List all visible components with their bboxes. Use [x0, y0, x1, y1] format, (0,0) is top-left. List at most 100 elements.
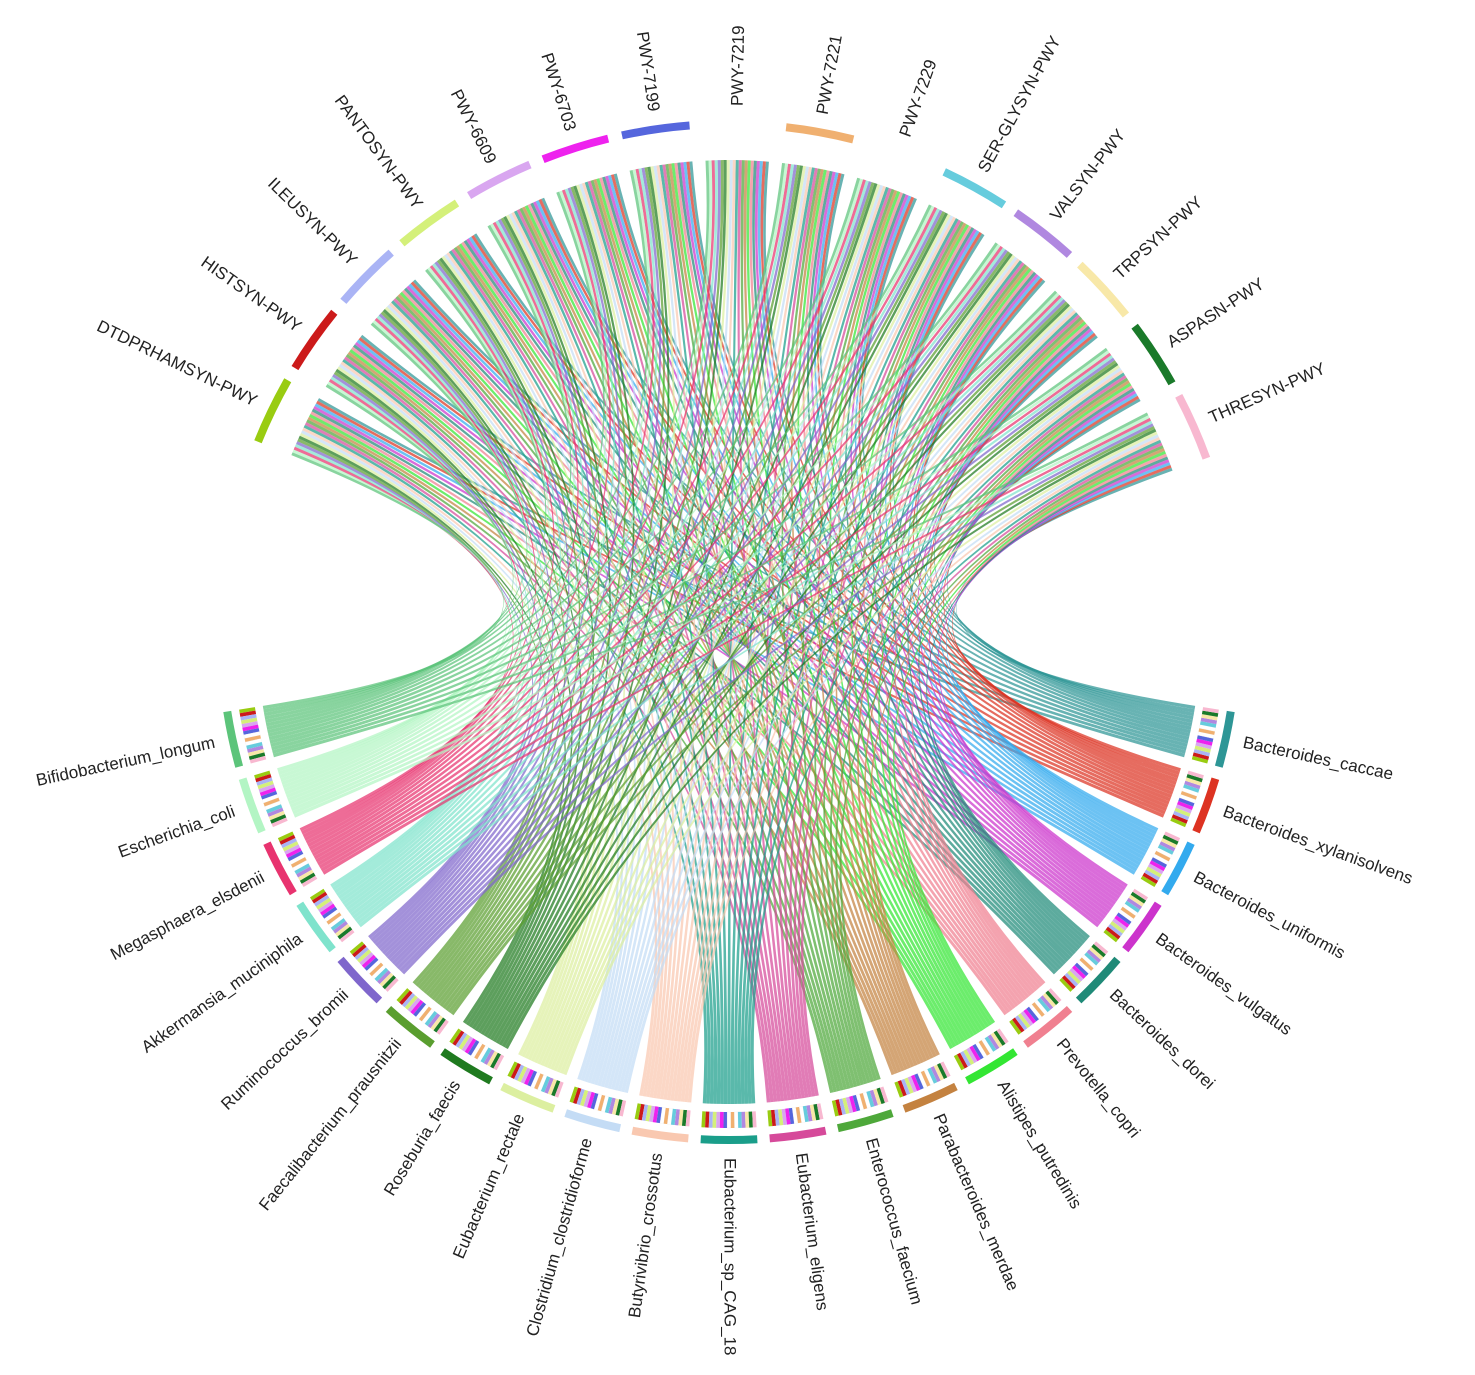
- sector-track-Prevotella_copri: [1026, 1006, 1040, 1022]
- sector-track-Faecalibacterium_prausnitzii: [407, 997, 421, 1013]
- sector-track-Bacteroides_caccae: [1191, 755, 1209, 764]
- label-Escherichia_coli: Escherichia_coli: [116, 802, 238, 862]
- label-PWY-6703: PWY-6703: [537, 51, 580, 134]
- sector-track-Enterococcus_faecium: [831, 1100, 839, 1117]
- sector-track-Alistipes_putredinis: [956, 1052, 968, 1069]
- label-THRESYN-PWY: THRESYN-PWY: [1206, 359, 1329, 427]
- sector-track-Butyrivibrio_crossotus: [674, 1109, 680, 1126]
- sector-track-Megasphaera_elsdenii: [299, 872, 316, 884]
- label-Bacteroides_vulgatus: Bacteroides_vulgatus: [1152, 929, 1295, 1039]
- chord-Bacteroides_vulgatus-THRESYN-PWY: [937, 459, 1170, 888]
- sector-track-Roseburia_faecis: [490, 1052, 502, 1069]
- sector-track-Bacteroides_caccae: [1201, 714, 1218, 721]
- label-Eubacterium_eligens: Eubacterium_eligens: [792, 1152, 832, 1312]
- chord-Faecalibacterium_prausnitzii-HISTSYN-PWY: [333, 371, 556, 987]
- sector-track-Eubacterium_rectale: [507, 1061, 518, 1078]
- sector-track-Eubacterium_sp_CAG_18: [730, 1111, 735, 1128]
- sector-track-Clostridium_clostridioforme: [593, 1093, 603, 1111]
- label-ASPASN-PWY: ASPASN-PWY: [1164, 274, 1268, 351]
- sector-track-Bacteroides_dorei: [1069, 967, 1084, 982]
- sector-track-Bacteroides_vulgatus: [1105, 926, 1121, 940]
- sector-track-Enterococcus_faecium: [879, 1086, 889, 1103]
- sector-track-Prevotella_copri: [1023, 1008, 1037, 1024]
- sector-track-Clostridium_clostridioforme: [587, 1091, 596, 1109]
- sector-track-Bacteroides_caccae: [1195, 742, 1212, 750]
- label-PANTOSYN-PWY: PANTOSYN-PWY: [331, 91, 427, 212]
- chord-Bacteroides_xylanisolvens-PWY-7229: [858, 196, 1176, 789]
- chord-Parabacteroides_merdae-THRESYN-PWY: [869, 448, 1165, 1056]
- sector-track-Bacteroides_uniformis: [1157, 844, 1174, 855]
- sector-track-Eubacterium_sp_CAG_18: [727, 1111, 731, 1129]
- sector-arc-Bacteroides_caccae: [1214, 710, 1235, 768]
- sector-track-Roseburia_faecis: [461, 1036, 474, 1052]
- sector-track-Bacteroides_xylanisolvens: [1184, 780, 1201, 790]
- sector-track-Roseburia_faecis: [470, 1041, 483, 1058]
- sector-track-Megasphaera_elsdenii: [301, 875, 318, 888]
- chord-Ruminococcus_bromii-TRPSYN-PWY: [396, 299, 1066, 970]
- sector-track-Enterococcus_faecium: [869, 1089, 878, 1107]
- sector-track-Eubacterium_rectale: [537, 1074, 548, 1092]
- sector-arc-Bacteroides_vulgatus: [1122, 901, 1162, 953]
- sector-track-Ruminococcus_bromii: [364, 957, 379, 971]
- sector-track-Ruminococcus_bromii: [352, 944, 367, 958]
- sector-track-Eubacterium_eligens: [813, 1103, 820, 1121]
- sector-track-Parabacteroides_merdae: [901, 1078, 911, 1096]
- sector-arc-Bacteroides_dorei: [1075, 956, 1121, 1004]
- sector-track-Enterococcus_faecium: [842, 1097, 850, 1114]
- sector-track-Parabacteroides_merdae: [937, 1063, 948, 1079]
- sector-track-Megasphaera_elsdenii: [296, 866, 312, 878]
- sector-track-Escherichia_coli: [267, 807, 284, 817]
- sector-track-Bacteroides_xylanisolvens: [1187, 770, 1204, 779]
- sector-track-Eubacterium_eligens: [799, 1106, 806, 1123]
- sector-track-Eubacterium_eligens: [816, 1103, 824, 1120]
- sector-track-Parabacteroides_merdae: [894, 1081, 904, 1098]
- sector-track-Clostridium_clostridioforme: [583, 1090, 592, 1108]
- sector-arc-PWY-6609: [467, 160, 532, 199]
- sector-track-Bacteroides_xylanisolvens: [1174, 807, 1191, 817]
- label-VALSYN-PWY: VALSYN-PWY: [1046, 126, 1129, 224]
- sector-track-Eubacterium_sp_CAG_18: [723, 1111, 728, 1128]
- chord-Bacteroides_dorei-ILEUSYN-PWY: [404, 287, 1062, 970]
- sector-track-Bacteroides_vulgatus: [1103, 929, 1119, 943]
- sector-arc-Ruminococcus_bromii: [337, 956, 383, 1004]
- sector-track-Roseburia_faecis: [493, 1054, 505, 1071]
- sector-arc-PWY-6703: [541, 134, 610, 163]
- sector-track-Bacteroides_uniformis: [1152, 853, 1170, 865]
- sector-track-Faecalibacterium_prausnitzii: [421, 1008, 435, 1024]
- sector-track-Eubacterium_sp_CAG_18: [734, 1111, 739, 1129]
- chord-Roseburia_faecis-SER-GLYSYN-PWY: [492, 212, 948, 1043]
- chord-Bacteroides_dorei-TRPSYN-PWY: [907, 325, 1091, 945]
- sector-track-Clostridium_clostridioforme: [619, 1100, 627, 1117]
- sector-track-Ruminococcus_bromii: [366, 959, 382, 974]
- sector-track-Faecalibacterium_prausnitzii: [430, 1015, 444, 1031]
- sector-track-Parabacteroides_merdae: [904, 1077, 914, 1094]
- sector-track-Bifidobacterium_longum: [240, 717, 258, 725]
- chord-Ruminococcus_bromii-ILEUSYN-PWY: [372, 313, 554, 945]
- sector-track-Bacteroides_dorei: [1086, 949, 1102, 963]
- sector-track-Alistipes_putredinis: [990, 1032, 1003, 1048]
- sector-track-Bacteroides_uniformis: [1164, 831, 1181, 842]
- sector-track-Bacteroides_xylanisolvens: [1183, 784, 1200, 793]
- sector-track-Ruminococcus_bromii: [371, 964, 387, 980]
- sector-track-Ruminococcus_bromii: [382, 975, 397, 990]
- sector-track-Escherichia_coli: [268, 810, 285, 821]
- sector-track-Ruminococcus_bromii: [349, 941, 365, 955]
- label-TRPSYN-PWY: TRPSYN-PWY: [1110, 193, 1206, 284]
- sector-track-Bacteroides_xylanisolvens: [1179, 794, 1196, 804]
- chord-Butyrivibrio_crossotus-PWY-7221: [666, 166, 812, 1101]
- sector-track-Alistipes_putredinis: [969, 1045, 981, 1062]
- sector-arc-ILEUSYN-PWY: [340, 249, 394, 304]
- sector-track-Bacteroides_vulgatus: [1107, 923, 1123, 937]
- sector-arc-PWY-7221: [785, 123, 855, 144]
- sector-arc-Eubacterium_rectale: [500, 1082, 556, 1113]
- sector-track-Butyrivibrio_crossotus: [645, 1105, 652, 1122]
- sector-track-Akkermansia_muciniphila: [324, 909, 340, 922]
- sector-track-Megasphaera_elsdenii: [284, 844, 301, 855]
- label-Bacteroides_dorei: Bacteroides_dorei: [1106, 985, 1219, 1093]
- sector-track-Bacteroides_vulgatus: [1122, 903, 1139, 916]
- sector-track-Alistipes_putredinis: [960, 1050, 972, 1067]
- sector-track-Escherichia_coli: [271, 817, 288, 828]
- sector-track-Akkermansia_muciniphila: [315, 897, 332, 910]
- sector-track-Eubacterium_eligens: [767, 1110, 773, 1127]
- sector-track-Enterococcus_faecium: [845, 1096, 854, 1114]
